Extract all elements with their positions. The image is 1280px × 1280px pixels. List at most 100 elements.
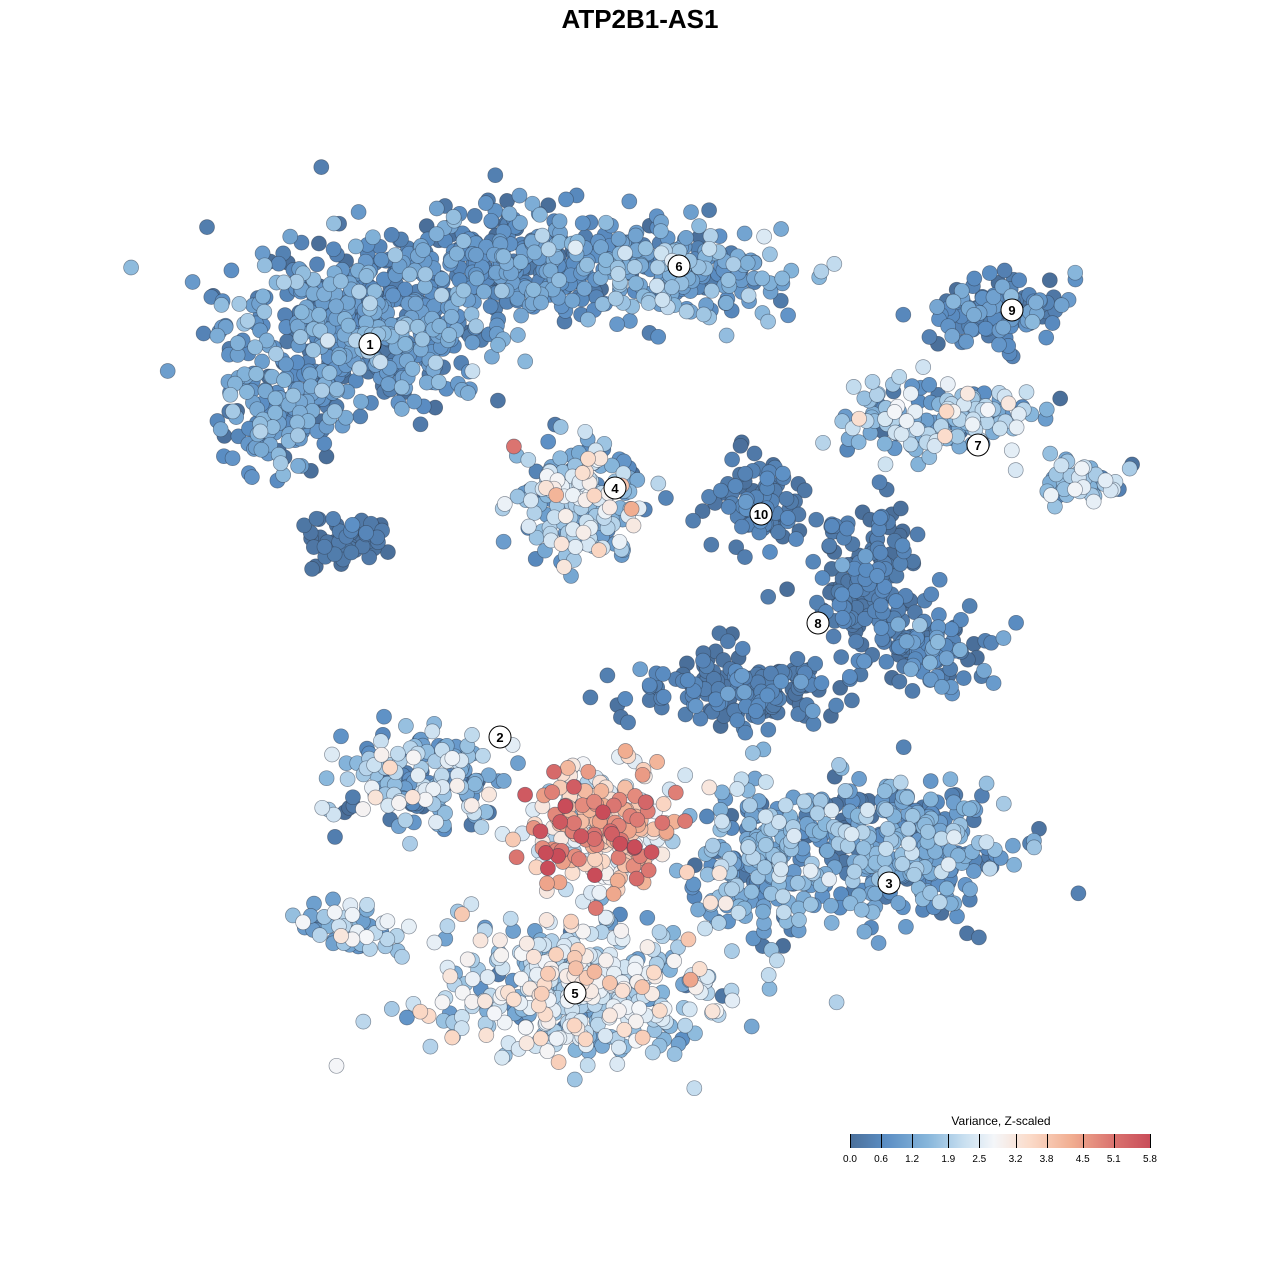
data-point: [814, 570, 831, 586]
data-point: [637, 240, 654, 257]
data-point: [571, 851, 587, 868]
data-point: [225, 403, 241, 420]
data-point: [652, 223, 669, 239]
data-point: [510, 327, 526, 343]
data-point: [445, 209, 462, 225]
data-point: [213, 297, 230, 313]
data-point: [856, 923, 873, 940]
data-point: [385, 287, 401, 304]
data-point: [574, 215, 591, 232]
data-point: [617, 245, 633, 261]
data-point: [773, 673, 789, 690]
data-point: [746, 445, 763, 462]
data-point: [604, 457, 620, 474]
data-point: [324, 746, 340, 763]
data-point: [311, 927, 328, 943]
data-point: [614, 982, 631, 999]
data-point: [404, 789, 421, 806]
data-point: [557, 508, 574, 524]
data-point: [869, 568, 886, 584]
data-point: [253, 441, 270, 458]
legend-tick: [881, 1134, 883, 1148]
data-point: [595, 804, 611, 821]
data-point: [711, 865, 728, 882]
legend-tick-label: 3.8: [1039, 1154, 1054, 1165]
cluster-label-text: 6: [675, 259, 682, 274]
data-point: [962, 881, 978, 898]
data-point: [965, 863, 982, 879]
data-point: [823, 915, 840, 931]
data-point: [985, 289, 1002, 306]
data-point: [961, 598, 978, 614]
legend-tick: [912, 1134, 914, 1148]
data-point: [666, 1046, 683, 1062]
data-point: [724, 943, 740, 959]
data-point: [599, 667, 616, 684]
data-point: [616, 1021, 633, 1038]
data-point: [695, 306, 712, 323]
data-point: [904, 683, 921, 699]
data-point: [926, 438, 943, 454]
data-point: [525, 281, 542, 298]
data-point: [876, 578, 893, 595]
data-point: [850, 434, 867, 450]
data-point: [379, 913, 396, 930]
data-point: [222, 386, 239, 403]
data-point: [333, 728, 349, 745]
data-point: [718, 327, 735, 344]
data-point: [742, 797, 758, 814]
cluster-label-badge: [1000, 298, 1024, 322]
data-point: [533, 985, 550, 1002]
data-point: [325, 511, 342, 527]
data-point: [703, 536, 720, 553]
data-point: [316, 435, 333, 452]
data-point: [699, 808, 715, 825]
data-point: [701, 779, 718, 796]
data-point: [922, 885, 939, 901]
data-point: [532, 206, 548, 223]
data-point: [655, 666, 671, 682]
data-point: [890, 616, 907, 633]
data-point: [1028, 294, 1044, 311]
data-point: [586, 963, 603, 980]
data-point: [351, 360, 368, 377]
data-point: [837, 783, 854, 799]
data-point: [892, 500, 909, 517]
data-point: [512, 214, 528, 231]
data-point: [938, 880, 955, 897]
data-point: [598, 252, 614, 268]
data-point: [358, 929, 375, 945]
data-point: [383, 1001, 400, 1017]
data-point: [644, 1044, 661, 1061]
data-point: [748, 703, 764, 719]
data-point: [453, 1020, 470, 1037]
data-point: [328, 298, 344, 315]
data-point: [743, 883, 760, 900]
data-point: [909, 526, 926, 543]
data-point: [649, 754, 665, 770]
data-point: [495, 248, 512, 265]
data-point: [340, 317, 357, 334]
data-point: [922, 773, 939, 789]
data-point: [557, 798, 574, 815]
data-point: [427, 354, 444, 371]
data-point: [717, 895, 734, 912]
data-point: [834, 586, 850, 603]
data-point: [893, 426, 910, 442]
data-point: [331, 350, 347, 366]
data-point: [730, 904, 747, 921]
cluster-label-10: 10: [749, 502, 773, 526]
data-point: [552, 419, 569, 435]
data-point: [720, 633, 736, 650]
data-point: [344, 906, 361, 923]
data-point: [539, 875, 555, 892]
data-point: [844, 692, 860, 709]
data-point: [564, 292, 581, 309]
data-point: [898, 633, 915, 650]
data-point: [720, 272, 737, 288]
data-point: [567, 239, 584, 256]
data-point: [483, 212, 500, 229]
data-point: [478, 1027, 495, 1043]
data-point: [651, 1002, 668, 1019]
data-point: [640, 862, 657, 879]
